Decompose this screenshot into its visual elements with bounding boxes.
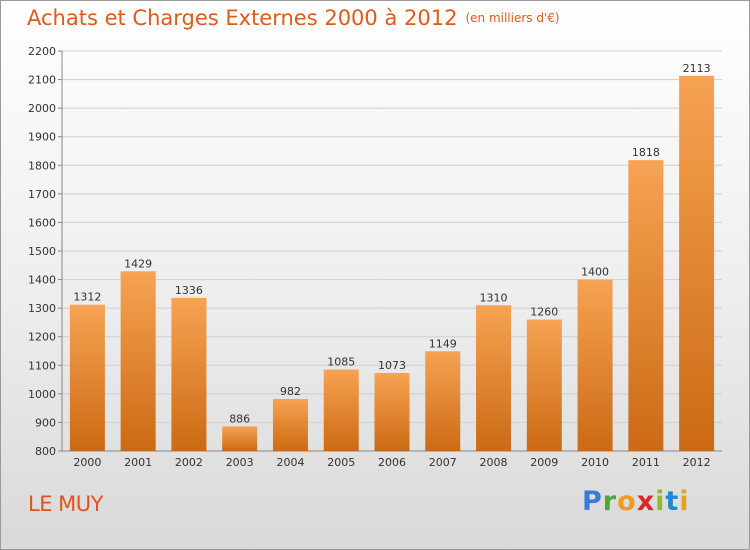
x-tick-label: 2012: [683, 456, 711, 469]
bar-value-label: 982: [280, 385, 301, 398]
bar-value-label: 1149: [429, 337, 457, 350]
y-tick-label: 1500: [28, 245, 56, 258]
y-tick-label: 1700: [28, 188, 56, 201]
bar-value-label: 886: [229, 412, 250, 425]
chart-unit: (en milliers d'€): [465, 11, 560, 25]
x-tick-label: 2004: [276, 456, 304, 469]
bar-2007: [425, 351, 461, 451]
bar-2012: [679, 75, 715, 451]
bar-value-label: 2113: [683, 62, 711, 75]
x-tick-label: 2006: [378, 456, 406, 469]
bar-value-label: 1085: [327, 356, 355, 369]
y-tick-label: 2000: [28, 102, 56, 115]
x-tick-label: 2001: [124, 456, 152, 469]
x-tick-label: 2009: [530, 456, 558, 469]
y-tick-label: 1300: [28, 302, 56, 315]
bar-2004: [272, 399, 308, 451]
bar-2005: [323, 369, 359, 451]
bar-value-label: 1400: [581, 266, 609, 279]
y-tick-label: 2100: [28, 74, 56, 87]
bar-2008: [476, 305, 512, 451]
y-tick-label: 800: [35, 445, 56, 458]
x-tick-label: 2000: [73, 456, 101, 469]
value-labels: 1312 1429 1336 886 982 1085 1073 1149 1310 1260 14…: [73, 62, 710, 426]
place-name: LE MUY: [28, 492, 103, 516]
bars: [69, 75, 715, 451]
bar-value-label: 1073: [378, 359, 406, 372]
x-tick-label: 2008: [480, 456, 508, 469]
x-tick-label: 2003: [226, 456, 254, 469]
y-axis: 800 900 1000 1100 1200 1300 1400 1500 1600 1700 18…: [28, 45, 722, 458]
bar-2002: [171, 297, 207, 451]
chart-title: Achats et Charges Externes 2000 à 2012 (e…: [27, 6, 560, 30]
x-axis-labels: 2000 2001 2002 2003 2004 2005 2006 2007 2008 2009…: [73, 456, 710, 469]
bar-2000: [69, 304, 105, 451]
chart-title-text: Achats et Charges Externes 2000 à 2012: [27, 6, 458, 30]
bar-2006: [374, 373, 410, 451]
bar-value-label: 1260: [530, 306, 558, 319]
bar-value-label: 1818: [632, 146, 660, 159]
bar-value-label: 1336: [175, 284, 203, 297]
y-tick-label: 1900: [28, 131, 56, 144]
bar-2009: [526, 319, 562, 451]
bar-2003: [222, 426, 258, 451]
bar-value-label: 1429: [124, 257, 152, 270]
bar-value-label: 1310: [480, 291, 508, 304]
y-tick-label: 1600: [28, 216, 56, 229]
bar-value-label: 1312: [73, 291, 101, 304]
x-tick-label: 2010: [581, 456, 609, 469]
x-tick-label: 2002: [175, 456, 203, 469]
y-tick-label: 2200: [28, 45, 56, 58]
x-tick-label: 2007: [429, 456, 457, 469]
bar-2001: [120, 271, 156, 451]
bar-2011: [628, 160, 664, 451]
y-tick-label: 1000: [28, 388, 56, 401]
y-tick-label: 1200: [28, 331, 56, 344]
x-tick-label: 2005: [327, 456, 355, 469]
y-tick-label: 1800: [28, 159, 56, 172]
y-tick-label: 900: [35, 416, 56, 429]
y-tick-label: 1100: [28, 359, 56, 372]
x-tick-label: 2011: [632, 456, 660, 469]
y-tick-label: 1400: [28, 274, 56, 287]
proxiti-logo: Proxiti: [582, 486, 690, 517]
bar-2010: [577, 279, 613, 451]
